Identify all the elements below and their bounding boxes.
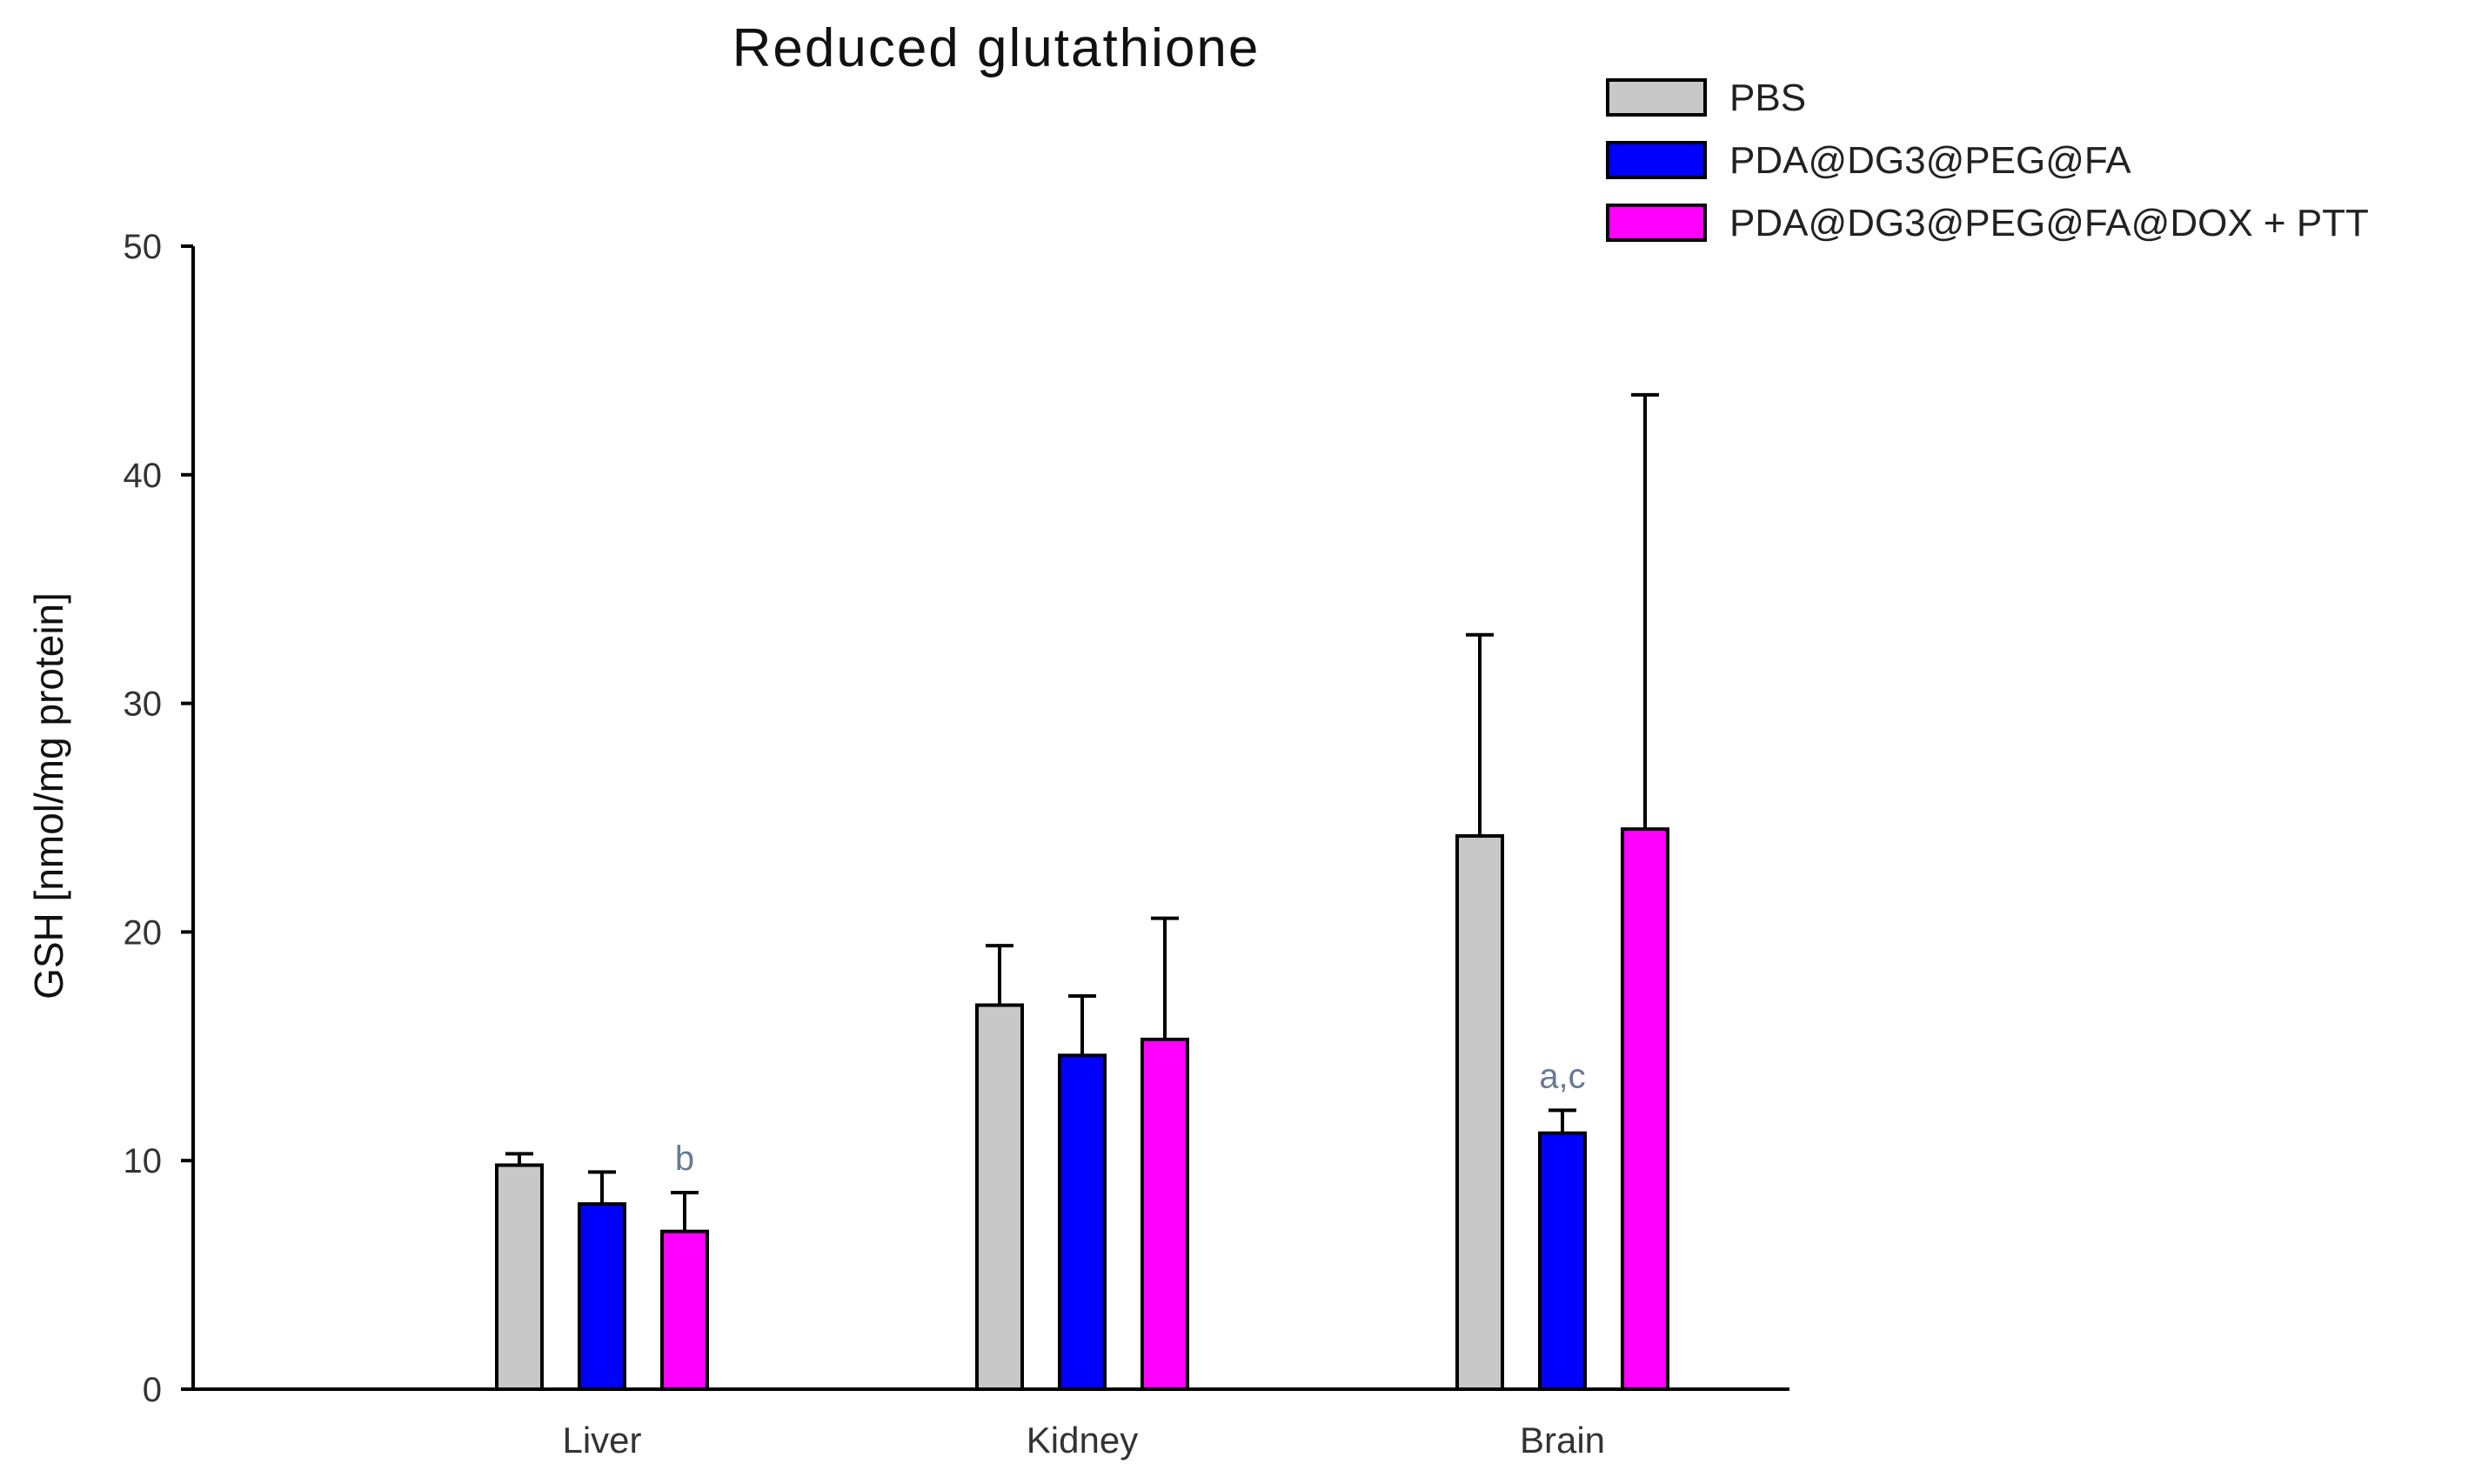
bar-pbs-liver bbox=[495, 1163, 544, 1392]
significance-label-2: a,c bbox=[1539, 1057, 1585, 1095]
bar-pda-dg3-peg-fa-dox-ptt-liver bbox=[660, 1229, 709, 1391]
bars bbox=[495, 392, 1669, 1392]
x-tick-label-kidney: Kidney bbox=[1027, 1420, 1138, 1461]
y-tick-label-20: 20 bbox=[124, 913, 163, 952]
significance-label-1: b bbox=[675, 1140, 694, 1178]
legend-label-pda-dg3-peg-fa-dox-ptt: PDA@DG3@PEG@FA@DOX + PTT bbox=[1729, 202, 2369, 244]
x-tick-label-brain: Brain bbox=[1520, 1420, 1605, 1461]
y-tick-label-40: 40 bbox=[124, 457, 163, 495]
legend-swatch-pbs bbox=[1606, 78, 1707, 117]
legend: PBS PDA@DG3@PEG@FA PDA@DG3@PEG@FA@DOX + PT… bbox=[1606, 77, 2369, 244]
bar-pda-dg3-peg-fa-brain bbox=[1538, 1131, 1587, 1391]
x-tick-label-liver: Liver bbox=[562, 1420, 641, 1461]
y-tick-label-50: 50 bbox=[124, 228, 163, 266]
y-tick-label-0: 0 bbox=[143, 1371, 162, 1409]
bar-pda-dg3-peg-fa-dox-ptt-kidney bbox=[1141, 1037, 1189, 1392]
legend-label-pda-dg3-peg-fa: PDA@DG3@PEG@FA bbox=[1729, 139, 2131, 182]
bar-pbs-brain bbox=[1455, 834, 1504, 1391]
legend-swatch-pda-dg3-peg-fa bbox=[1606, 141, 1707, 179]
y-tick-label-30: 30 bbox=[124, 685, 163, 724]
bar-pbs-kidney bbox=[975, 1003, 1024, 1391]
bar-pda-dg3-peg-fa-dox-ptt-brain bbox=[1621, 827, 1669, 1391]
chart-title: Reduced glutathione bbox=[732, 18, 1261, 78]
labels: 0 10 20 30 40 50 Liver Kidney Brain b a,c bbox=[124, 228, 1606, 1461]
bar-pda-dg3-peg-fa-liver bbox=[578, 1202, 626, 1391]
y-axis-label: GSH [nmol/mg protein] bbox=[26, 592, 71, 999]
bar-pda-dg3-peg-fa-kidney bbox=[1058, 1053, 1107, 1391]
legend-label-pbs: PBS bbox=[1729, 77, 1806, 119]
y-tick-label-10: 10 bbox=[124, 1142, 163, 1180]
legend-swatch-pda-dg3-peg-fa-dox-ptt bbox=[1606, 204, 1707, 242]
